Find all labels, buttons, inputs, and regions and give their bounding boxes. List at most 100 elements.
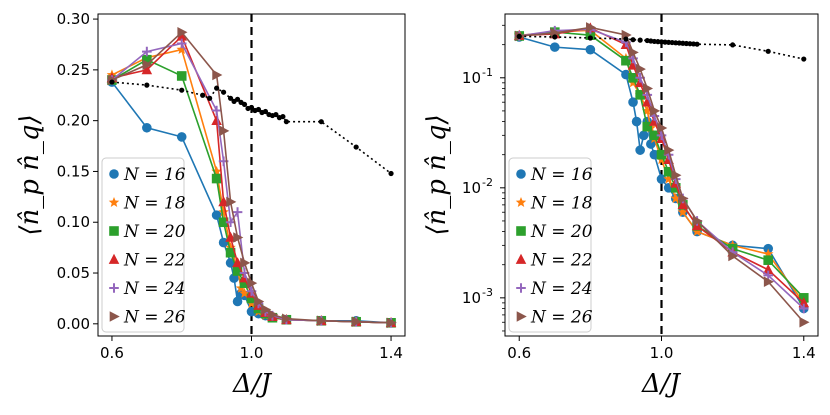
linear-panel: 0.6 1.0 1.4 0.00 0.05 0.10 0.15 0.20 0.25 0.30 N …	[15, 10, 406, 399]
data-point	[351, 316, 362, 328]
y-tick-label: 0.00	[57, 315, 90, 333]
data-point	[220, 89, 227, 95]
data-point	[283, 119, 289, 125]
data-point	[142, 54, 152, 65]
legend-entry: N = 26	[530, 308, 593, 328]
data-point	[142, 46, 152, 57]
data-point	[225, 242, 236, 253]
data-point	[677, 199, 689, 210]
data-point	[628, 72, 638, 83]
legend-entry: N = 16	[530, 165, 593, 185]
data-point	[388, 170, 394, 177]
data-point	[109, 79, 115, 85]
series-line	[519, 26, 805, 323]
x-tick-label: 1.0	[240, 344, 264, 362]
data-point	[663, 173, 674, 184]
data-point	[630, 37, 636, 43]
data-point	[799, 316, 810, 328]
data-point	[316, 315, 328, 327]
y-tick-exponent: -2	[482, 176, 493, 189]
data-point	[218, 237, 229, 248]
data-point	[211, 114, 222, 125]
data-point	[628, 47, 639, 58]
data-point	[179, 87, 185, 93]
y-tick-label: 0.10	[57, 213, 90, 231]
y-tick-label: 0.30	[57, 10, 90, 28]
data-point	[663, 166, 674, 177]
data-point	[211, 173, 222, 184]
data-point	[657, 122, 668, 134]
legend-marker	[108, 253, 120, 264]
x-tick-label: 1.4	[792, 344, 816, 362]
y-axis-label-left: ⟨n̂_p n̂_q⟩	[15, 114, 45, 235]
data-point	[211, 165, 222, 176]
data-point	[141, 64, 153, 75]
data-point	[218, 217, 229, 228]
data-point	[635, 145, 645, 155]
legend-marker	[516, 311, 527, 322]
data-point	[282, 313, 293, 325]
legend-entry: N = 26	[123, 308, 186, 328]
data-point	[664, 144, 675, 156]
data-point	[226, 196, 237, 208]
data-point	[552, 34, 558, 40]
data-point	[207, 95, 213, 101]
legend-marker	[109, 311, 120, 322]
data-point	[635, 90, 645, 100]
data-point	[234, 96, 241, 102]
data-point	[642, 105, 653, 116]
x-tick-label: 0.6	[100, 344, 124, 362]
x-axis-label-right: Δ/J	[641, 369, 682, 399]
data-point	[273, 111, 279, 118]
data-point	[318, 119, 324, 125]
data-point	[628, 97, 638, 108]
series-reference	[516, 33, 807, 62]
data-point	[678, 193, 689, 204]
log-panel: 0.6 1.0 1.410-310-210-1 N = 16N = 18N = 20…	[422, 13, 819, 399]
legend-marker	[109, 283, 119, 293]
data-point	[232, 207, 243, 217]
data-point	[200, 92, 206, 98]
data-point	[642, 83, 654, 94]
y-tick-label: 10	[462, 69, 481, 87]
data-point	[176, 44, 187, 55]
data-point	[142, 122, 152, 133]
data-point	[240, 257, 251, 269]
y-tick-label: 0.20	[57, 112, 90, 130]
data-point	[691, 226, 703, 237]
legend-marker	[516, 283, 526, 293]
data-point	[671, 170, 682, 181]
data-point	[255, 106, 262, 113]
y-tick-label: 0.25	[57, 61, 90, 79]
legend-marker	[516, 226, 526, 236]
data-point	[798, 297, 810, 308]
data-point	[232, 257, 243, 268]
data-point	[587, 35, 593, 41]
data-point	[214, 85, 220, 91]
data-point	[762, 248, 774, 259]
data-point	[142, 59, 153, 71]
axes-left: 0.6 1.0 1.4 0.00 0.05 0.10 0.15 0.20 0.25 0.30	[57, 10, 403, 362]
data-point	[177, 27, 188, 38]
data-point	[762, 263, 774, 275]
data-point	[763, 255, 774, 265]
series-reference	[109, 79, 394, 177]
legend-right: N = 16 N = 18 N = 20 N = 22 N = 24 N = 26	[508, 157, 593, 333]
data-point	[144, 82, 150, 88]
legend-entry: N = 24	[123, 279, 186, 299]
data-point	[176, 30, 188, 41]
data-point	[233, 232, 244, 243]
data-point	[763, 276, 774, 288]
data-point	[650, 105, 661, 117]
data-point	[763, 270, 774, 281]
data-point	[225, 247, 236, 258]
data-point	[656, 149, 667, 160]
data-point	[227, 95, 234, 101]
data-point	[218, 196, 229, 207]
data-point	[642, 90, 653, 100]
data-point	[239, 278, 250, 288]
legend-marker	[515, 196, 527, 207]
data-point	[219, 125, 230, 137]
data-point	[248, 104, 255, 111]
data-point	[765, 48, 771, 54]
